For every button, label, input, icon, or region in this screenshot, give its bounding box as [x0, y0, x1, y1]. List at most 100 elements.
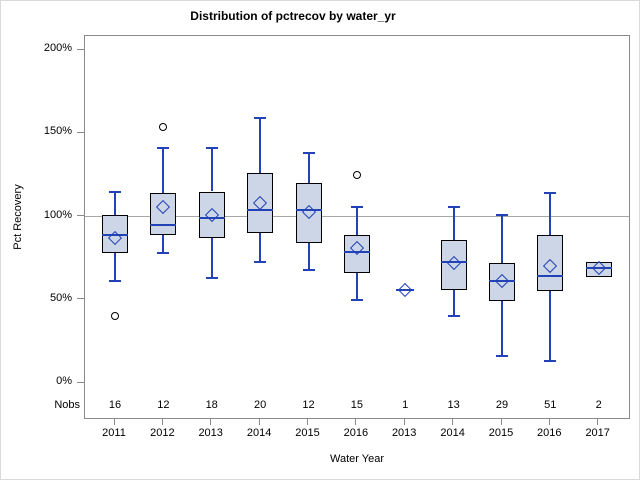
y-tick-mark	[77, 381, 84, 383]
median-line	[150, 223, 177, 226]
x-tick-mark	[113, 419, 115, 425]
y-tick-mark	[77, 215, 84, 216]
x-tick-mark	[307, 419, 308, 425]
box-iqr	[247, 173, 274, 234]
whisker-cap-lower	[302, 268, 315, 271]
x-tick-label: 2011	[102, 427, 126, 439]
whisker-cap-upper	[157, 147, 170, 150]
whisker-lower	[452, 289, 455, 317]
x-tick-label: 2015	[488, 427, 514, 439]
x-tick-label: 2012	[150, 427, 175, 439]
x-tick-mark	[355, 419, 357, 425]
whisker-cap-upper	[109, 190, 121, 193]
nobs-value: 29	[495, 399, 509, 411]
whisker-upper	[452, 206, 455, 240]
y-tick-label: 150%	[43, 125, 72, 138]
box-iqr	[537, 234, 564, 292]
x-tick-mark	[500, 419, 502, 425]
nobs-value: 15	[350, 399, 364, 411]
whisker-upper	[162, 148, 165, 194]
median-line	[537, 275, 564, 278]
chart-title: Distribution of pctrecov by water_yr	[190, 9, 396, 23]
y-tick-label: 0%	[56, 375, 72, 387]
whisker-cap-lower	[496, 355, 508, 358]
x-tick-label: 2013	[391, 427, 417, 439]
y-tick-label: 50%	[49, 291, 72, 304]
box-iqr	[343, 234, 370, 274]
nobs-value: 1	[402, 399, 409, 411]
outlier-point	[111, 312, 119, 321]
whisker-lower	[549, 291, 552, 362]
median-line	[343, 250, 370, 253]
x-tick-mark	[597, 419, 599, 425]
box-iqr	[150, 193, 177, 235]
x-tick-label: 2016	[537, 427, 562, 439]
mean-marker-diamond	[398, 282, 413, 297]
whisker-cap-lower	[157, 252, 170, 255]
whisker-upper	[501, 214, 503, 264]
whisker-lower	[307, 243, 310, 270]
nobs-value: 2	[595, 399, 602, 411]
x-tick-label: 2017	[585, 427, 610, 439]
nobs-value: 16	[108, 399, 122, 411]
whisker-cap-upper	[350, 205, 363, 208]
outlier-point	[159, 122, 168, 131]
whisker-cap-upper	[254, 117, 267, 120]
whisker-cap-lower	[205, 277, 218, 280]
median-line	[102, 233, 128, 236]
y-tick-label: 200%	[43, 42, 72, 54]
nobs-value: 51	[544, 399, 557, 411]
median-line	[585, 267, 612, 270]
x-tick-label: 2016	[343, 427, 369, 439]
whisker-cap-upper	[544, 192, 557, 195]
whisker-cap-lower	[254, 260, 267, 263]
median-line	[489, 280, 515, 283]
median-line	[440, 260, 467, 263]
nobs-row-label: Nobs	[54, 399, 80, 411]
whisker-lower	[210, 238, 213, 279]
median-line	[396, 288, 415, 291]
whisker-lower	[259, 233, 262, 262]
whisker-cap-lower	[544, 360, 557, 363]
whisker-lower	[114, 253, 116, 282]
whisker-upper	[307, 153, 310, 184]
nobs-value: 18	[205, 399, 218, 411]
whisker-upper	[210, 148, 213, 192]
outlier-point	[352, 170, 361, 179]
nobs-value: 20	[253, 399, 267, 411]
x-tick-label: 2015	[295, 427, 320, 439]
y-axis-title: Pct Recovery	[12, 184, 24, 250]
x-tick-mark	[452, 419, 454, 425]
x-axis-title: Water Year	[329, 453, 385, 465]
whisker-cap-upper	[447, 205, 460, 208]
box-iqr	[440, 239, 467, 290]
whisker-cap-lower	[109, 280, 121, 283]
x-tick-label: 2014	[246, 427, 272, 439]
whisker-upper	[259, 118, 262, 174]
x-tick-mark	[258, 419, 260, 425]
x-tick-mark	[403, 419, 405, 425]
y-tick-mark	[77, 298, 84, 300]
x-tick-label: 2013	[198, 427, 223, 439]
whisker-upper	[114, 191, 116, 215]
nobs-value: 12	[157, 399, 170, 411]
box-iqr	[198, 191, 225, 239]
whisker-cap-upper	[302, 152, 315, 155]
whisker-lower	[501, 301, 503, 357]
median-line	[247, 208, 274, 211]
whisker-lower	[162, 234, 165, 254]
whisker-upper	[549, 193, 552, 235]
whisker-cap-upper	[496, 213, 508, 216]
whisker-cap-lower	[350, 298, 363, 301]
median-line	[295, 208, 322, 211]
x-tick-mark	[161, 419, 163, 425]
whisker-cap-lower	[447, 315, 460, 318]
x-tick-mark	[548, 419, 550, 425]
x-tick-label: 2014	[440, 427, 465, 439]
median-line	[198, 217, 225, 220]
whisker-lower	[355, 273, 358, 300]
y-tick-label: 100%	[43, 208, 72, 221]
x-tick-mark	[210, 419, 212, 425]
plot-area: 16 12 18 20 12 15 1 13 29 51 2	[84, 35, 630, 419]
